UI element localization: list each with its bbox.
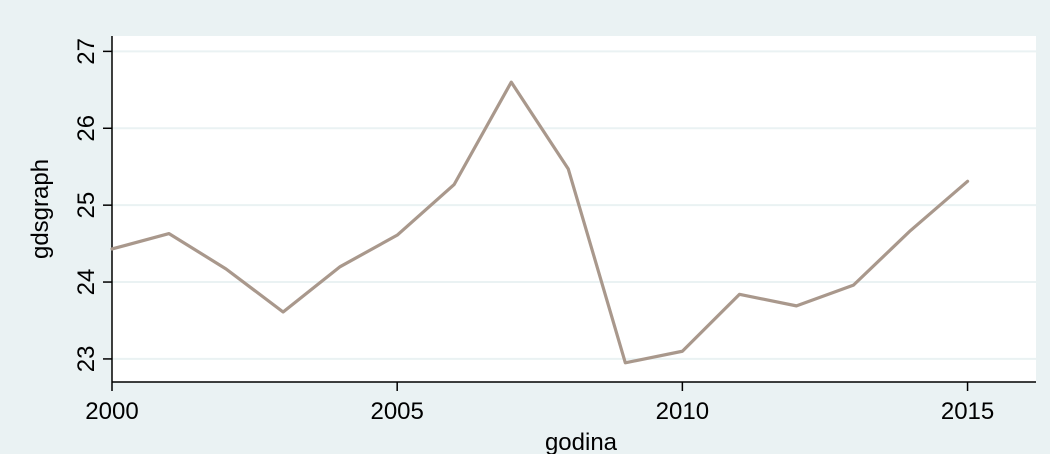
y-tick-label: 24 (73, 269, 100, 296)
x-tick-label: 2015 (941, 398, 994, 425)
gridlines (112, 50, 1036, 360)
series-line (110, 80, 970, 365)
tick-marks (103, 50, 969, 391)
x-tick-label: 2005 (370, 398, 423, 425)
y-axis-title: gdsgraph (27, 159, 54, 259)
x-axis-title: godina (545, 429, 618, 454)
x-tick-label: 2000 (85, 398, 138, 425)
x-tick-label: 2010 (656, 398, 709, 425)
y-tick-label: 27 (73, 38, 100, 65)
data-series (110, 80, 970, 365)
y-tick-label: 23 (73, 346, 100, 373)
y-tick-label: 26 (73, 115, 100, 142)
y-tick-label: 25 (73, 192, 100, 219)
tick-labels: 23 24 25 26 27 2000 2005 2010 2015 (73, 38, 994, 425)
plot-area (112, 36, 1036, 382)
axes (111, 36, 1036, 383)
